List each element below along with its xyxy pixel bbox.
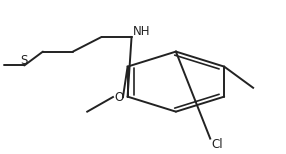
Text: S: S bbox=[21, 54, 28, 67]
Text: O: O bbox=[114, 91, 123, 103]
Text: Cl: Cl bbox=[212, 138, 223, 151]
Text: NH: NH bbox=[133, 25, 150, 38]
